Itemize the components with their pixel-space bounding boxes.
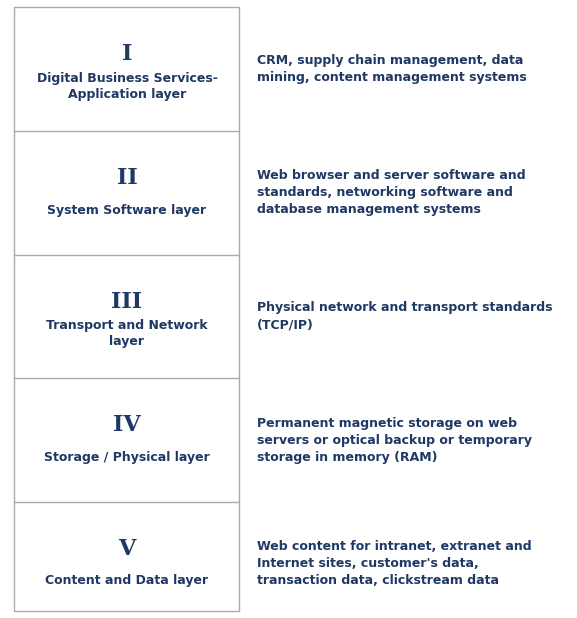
Text: Permanent magnetic storage on web
servers or optical backup or temporary
storage: Permanent magnetic storage on web server…	[257, 417, 532, 464]
Text: Web browser and server software and
standards, networking software and
database : Web browser and server software and stan…	[257, 169, 526, 216]
Text: Storage / Physical layer: Storage / Physical layer	[44, 451, 210, 464]
Text: V: V	[118, 538, 136, 560]
Text: Transport and Network
layer: Transport and Network layer	[46, 319, 208, 349]
Text: Web content for intranet, extranet and
Internet sites, customer's data,
transact: Web content for intranet, extranet and I…	[257, 540, 531, 587]
Text: Content and Data layer: Content and Data layer	[46, 574, 208, 588]
Text: II: II	[117, 167, 137, 189]
Text: Digital Business Services-
Application layer: Digital Business Services- Application l…	[36, 72, 218, 101]
Text: System Software layer: System Software layer	[47, 203, 207, 217]
Bar	[14, 7, 239, 611]
Text: IV: IV	[113, 414, 141, 436]
Text: I: I	[122, 43, 132, 66]
Text: III: III	[111, 290, 143, 313]
Text: CRM, supply chain management, data
mining, content management systems: CRM, supply chain management, data minin…	[257, 54, 527, 84]
Text: Physical network and transport standards
(TCP/IP): Physical network and transport standards…	[257, 302, 552, 331]
